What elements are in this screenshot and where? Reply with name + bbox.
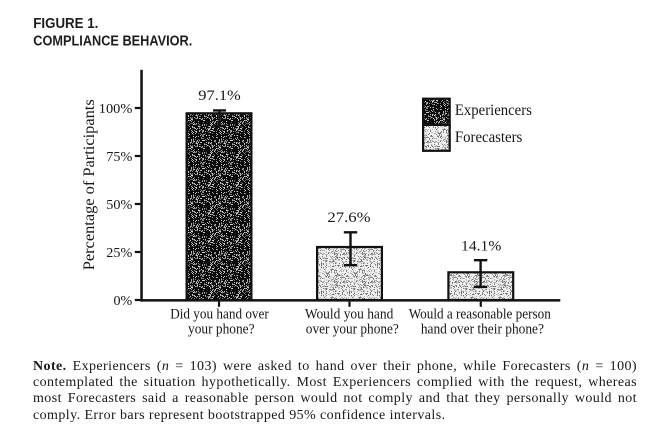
svg-text:Did you hand over: Did you hand over [170, 306, 269, 322]
svg-text:COMPLIANCE BEHAVIOR.: COMPLIANCE BEHAVIOR. [33, 34, 192, 50]
svg-text:Experiencers: Experiencers [455, 102, 532, 119]
svg-text:hand over their phone?: hand over their phone? [421, 321, 544, 337]
svg-text:14.1%: 14.1% [461, 238, 501, 254]
svg-text:Percentage of Participants: Percentage of Participants [81, 99, 98, 270]
svg-text:your phone?: your phone? [188, 321, 255, 337]
svg-text:25%: 25% [106, 246, 132, 261]
svg-text:FIGURE 1.: FIGURE 1. [33, 16, 98, 32]
svg-text:Would you hand: Would you hand [305, 306, 394, 322]
svg-text:27.6%: 27.6% [327, 210, 370, 226]
svg-text:0%: 0% [114, 294, 133, 309]
svg-text:over your phone?: over your phone? [306, 321, 399, 337]
svg-text:50%: 50% [106, 198, 132, 213]
svg-text:75%: 75% [106, 150, 132, 165]
svg-text:100%: 100% [99, 102, 133, 117]
svg-text:Forecasters: Forecasters [455, 129, 522, 146]
svg-text:Would a reasonable person: Would a reasonable person [409, 306, 551, 322]
svg-text:97.1%: 97.1% [198, 88, 241, 104]
